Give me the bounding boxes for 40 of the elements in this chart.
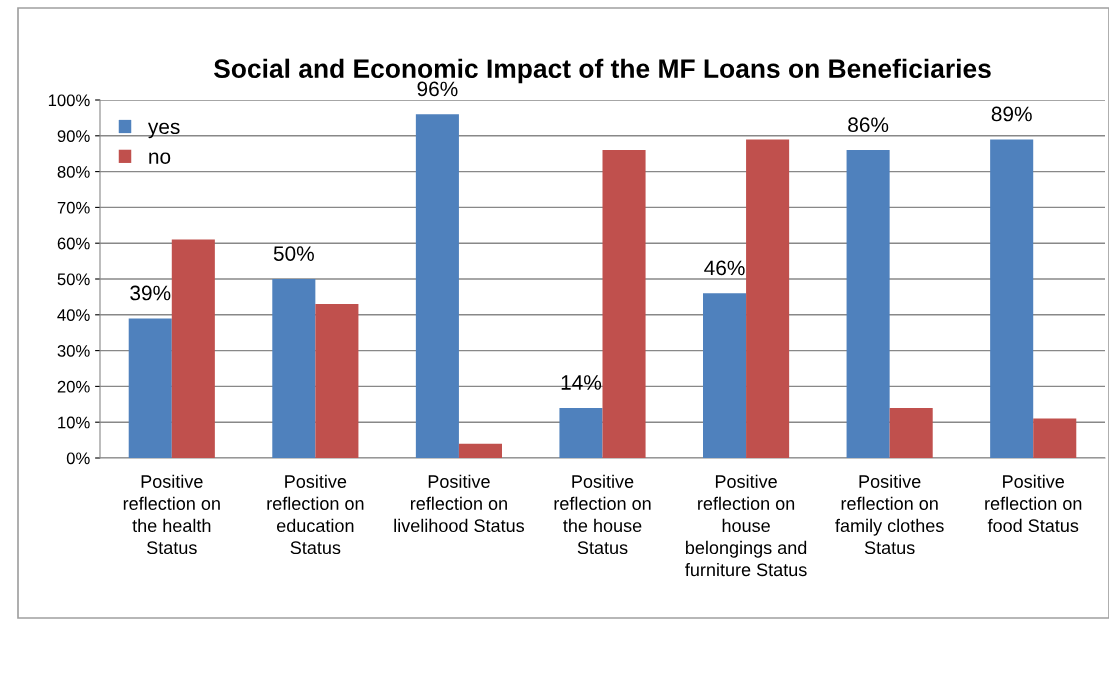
legend-label: yes (147, 122, 180, 139)
bar (990, 139, 1034, 458)
bar (1033, 418, 1077, 458)
y-tick-label: 40% (57, 309, 90, 321)
x-tick-label: Positive reflection on the health Status (123, 474, 220, 555)
x-tick-label: Positive reflection on livelihood Status (394, 474, 525, 533)
x-tick-label: Positive reflection on food Status (985, 474, 1082, 533)
y-tick-label: 70% (57, 201, 90, 214)
bar (846, 150, 890, 458)
y-tick-label: 80% (57, 166, 90, 178)
data-label: 89% (991, 106, 1032, 122)
y-tick-label: 20% (57, 380, 90, 393)
y-tick-label: 30% (57, 345, 90, 357)
bar (703, 293, 747, 458)
data-label: 39% (130, 285, 171, 301)
y-tick-label: 0% (66, 452, 90, 465)
bar (559, 407, 603, 458)
bar (602, 150, 646, 458)
y-tick-label: 60% (57, 237, 90, 250)
bar (889, 407, 933, 458)
bar (315, 304, 359, 458)
bar (272, 279, 316, 458)
y-tick-label: 50% (57, 273, 90, 286)
data-label: 46% (704, 260, 745, 276)
bar (171, 239, 215, 458)
x-tick-label: Positive reflection on education Status (267, 474, 364, 555)
bar (415, 114, 459, 458)
x-tick-label: Positive reflection on the house Status (554, 474, 651, 555)
data-label: 86% (848, 117, 889, 133)
y-tick-label: 10% (58, 416, 90, 429)
bar (746, 139, 790, 458)
x-tick-label: Positive reflection on house belongings and furniture Status (685, 474, 807, 577)
y-tick-label: 100% (48, 94, 90, 107)
data-label: 14% (561, 375, 602, 390)
bar (458, 443, 502, 458)
data-label: 50% (273, 246, 314, 261)
x-tick-label: Positive reflection on family clothes Status (835, 474, 944, 555)
bar (128, 318, 172, 458)
y-tick-label: 90% (57, 130, 90, 142)
legend-label: no (149, 152, 171, 164)
